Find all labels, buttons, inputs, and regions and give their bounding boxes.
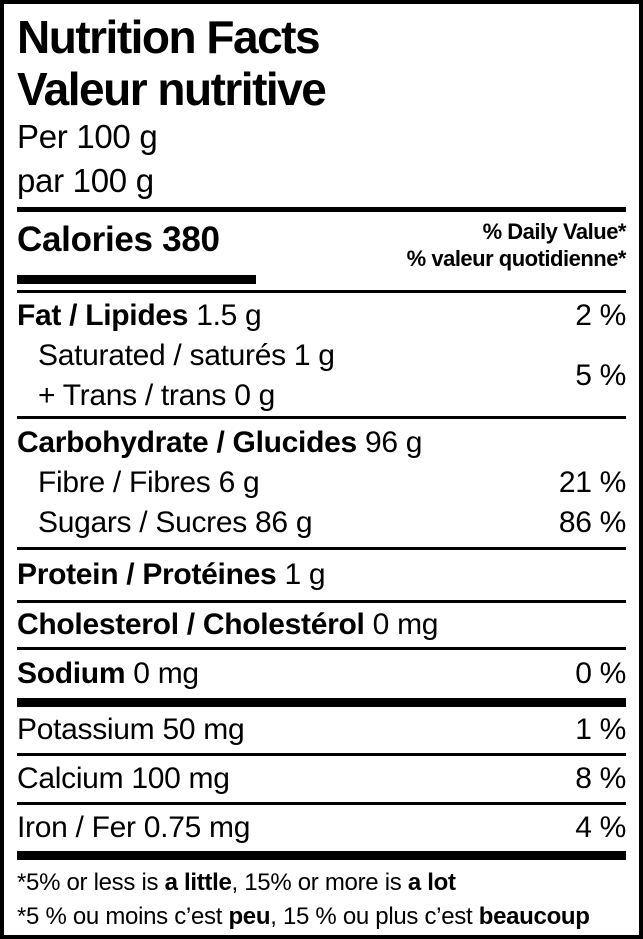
calories-label: Calories <box>17 220 153 259</box>
row-sodium: Sodium 0 mg 0 % <box>17 650 626 698</box>
footnote-fr-part2: , 15 % ou plus c’est <box>270 903 479 930</box>
row-sugars: Sugars / Sucres 86 g 86 % <box>17 503 626 547</box>
cholesterol-name: Cholesterol / Cholestérol <box>17 608 365 641</box>
divider-thin-3 <box>17 547 626 550</box>
divider-thin-4 <box>17 600 626 603</box>
divider-thick-1 <box>17 698 626 707</box>
footnote-fr-bold2: beaucoup <box>478 903 590 930</box>
title-french: Valeur nutritive <box>17 63 327 115</box>
iron-name: Iron / Fer <box>17 811 136 844</box>
saturated-trans-names: Saturated / saturés 1 g + Trans / trans 0 … <box>17 336 335 416</box>
fibre-daily-value: 21 % <box>558 466 626 499</box>
fibre-amount: 6 g <box>218 466 260 499</box>
sugars-amount: 86 g <box>255 506 313 539</box>
calories-section: Calories 380 % Daily Value* % valeur quot… <box>17 215 627 273</box>
sodium-name: Sodium <box>17 657 126 690</box>
calcium-line: Calcium 100 mg <box>17 759 230 799</box>
daily-value-header-french: % valeur quotidienne* <box>406 246 627 271</box>
sugars-daily-value: 86 % <box>558 506 626 539</box>
fat-name: Fat / Lipides <box>17 299 189 332</box>
cholesterol-line: Cholesterol / Cholestérol 0 mg <box>17 605 438 645</box>
cholesterol-amount: 0 mg <box>372 608 439 641</box>
saturated-line: Saturated / saturés 1 g <box>38 336 335 376</box>
footnote-fr-bold1: peu <box>228 903 271 930</box>
sugars-line: Sugars / Sucres 86 g <box>38 503 313 543</box>
calcium-name: Calcium <box>17 762 124 795</box>
row-potassium: Potassium 50 mg 1 % <box>17 707 626 753</box>
fibre-line: Fibre / Fibres 6 g <box>38 463 260 503</box>
daily-value-header-english: % Daily Value* <box>482 219 627 244</box>
protein-line: Protein / Protéines 1 g <box>17 555 326 595</box>
carbohydrate-name: Carbohydrate / Glucides <box>17 426 357 459</box>
divider-thin-6 <box>17 753 626 756</box>
calories-line: Calories 380 <box>17 215 220 273</box>
carbohydrate-amount: 96 g <box>364 426 423 459</box>
trans-line: + Trans / trans 0 g <box>38 376 335 416</box>
row-saturated-trans: Saturated / saturés 1 g + Trans / trans 0 … <box>17 336 626 416</box>
saturated-name: Saturated / saturés <box>38 339 286 372</box>
saturated-trans-daily-value: 5 % <box>575 359 626 392</box>
footnote-french: *5 % ou moins c’est peu, 15 % ou plus c’… <box>17 900 626 934</box>
calories-underline-bar <box>17 275 256 284</box>
iron-line: Iron / Fer 0.75 mg <box>17 808 250 848</box>
row-iron: Iron / Fer 0.75 mg 4 % <box>17 805 626 851</box>
row-cholesterol: Cholesterol / Cholestérol 0 mg <box>17 603 626 647</box>
protein-name: Protein / Protéines <box>17 558 277 591</box>
sodium-line: Sodium 0 mg <box>17 654 199 694</box>
sodium-daily-value: 0 % <box>575 657 626 690</box>
fibre-name: Fibre / Fibres <box>38 466 211 499</box>
potassium-daily-value: 1 % <box>575 713 626 746</box>
fat-name-line: Fat / Lipides 1.5 g <box>17 296 262 336</box>
divider-thick-2 <box>17 851 626 860</box>
divider-thin-5 <box>17 647 626 650</box>
carbohydrate-line: Carbohydrate / Glucides 96 g <box>17 423 422 463</box>
iron-amount: 0.75 mg <box>143 811 251 844</box>
divider-thin-1 <box>17 290 626 293</box>
footnote-en-part2: , 15% or more is <box>231 869 408 896</box>
footnote-en-bold1: a little <box>164 869 232 896</box>
row-protein: Protein / Protéines 1 g <box>17 550 626 600</box>
title-english: Nutrition Facts <box>17 11 321 63</box>
row-fibre: Fibre / Fibres 6 g 21 % <box>17 463 626 503</box>
calories-value: 380 <box>162 220 220 259</box>
potassium-amount: 50 mg <box>162 713 245 746</box>
divider-thin-7 <box>17 802 626 805</box>
serving-size-french: par 100 g <box>17 162 154 199</box>
divider-medium-top <box>17 207 626 212</box>
fat-daily-value: 2 % <box>575 299 626 332</box>
row-carbohydrate: Carbohydrate / Glucides 96 g <box>17 419 626 463</box>
protein-amount: 1 g <box>284 558 326 591</box>
fat-amount: 1.5 g <box>196 299 262 332</box>
footnote-en-bold2: a lot <box>407 869 456 896</box>
calcium-amount: 100 mg <box>131 762 230 795</box>
iron-daily-value: 4 % <box>575 811 626 844</box>
footnote-en-part1: *5% or less is <box>17 869 165 896</box>
footnote-english: *5% or less is a little, 15% or more is … <box>17 866 626 900</box>
potassium-line: Potassium 50 mg <box>17 710 245 750</box>
row-calcium: Calcium 100 mg 8 % <box>17 756 626 802</box>
divider-thin-2 <box>17 416 626 419</box>
sodium-amount: 0 mg <box>133 657 199 690</box>
saturated-amount: 1 g <box>293 339 335 372</box>
serving-size-english: Per 100 g <box>17 118 158 155</box>
daily-value-header: % Daily Value* % valeur quotidienne* <box>406 215 627 273</box>
calcium-daily-value: 8 % <box>575 762 626 795</box>
trans-name: + Trans / trans <box>38 379 227 412</box>
footnote-fr-part1: *5 % ou moins c’est <box>17 903 229 930</box>
sugars-name: Sugars / Sucres <box>38 506 247 539</box>
row-fat: Fat / Lipides 1.5 g 2 % <box>17 293 626 336</box>
trans-amount: 0 g <box>234 379 275 412</box>
potassium-name: Potassium <box>17 713 155 746</box>
